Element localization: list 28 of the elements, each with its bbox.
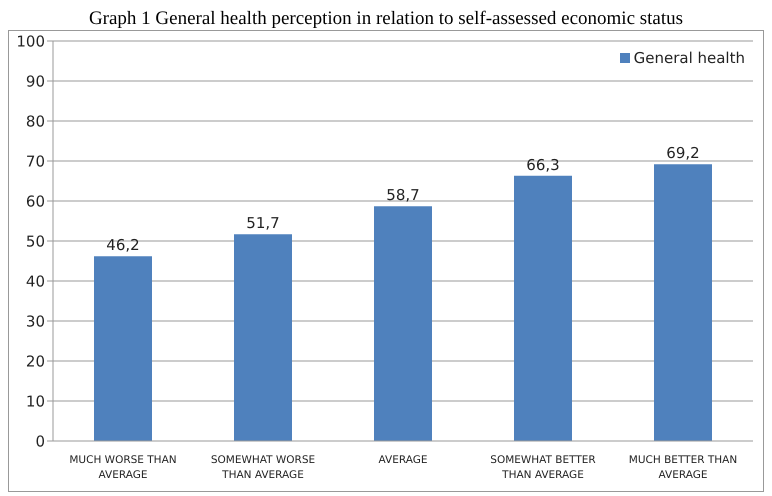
x-tick-label: SOMEWHAT WORSE THAN AVERAGE [210,454,316,481]
x-tick-label: MUCH WORSE THAN AVERAGE [69,454,177,481]
y-tick-label: 40 [26,272,45,290]
x-tick-label: SOMEWHAT BETTER THAN AVERAGE [490,454,596,481]
y-tick-label: 90 [26,72,45,90]
data-label: 51,7 [246,214,280,232]
bar [514,176,572,441]
data-label: 69,2 [666,144,700,162]
chart-title: Graph 1 General health perception in relation to self-assessed economic status [88,8,684,30]
y-tick-label: 100 [16,32,45,50]
y-tick-label: 30 [26,312,45,330]
bar [234,234,292,441]
y-tick-label: 80 [26,112,45,130]
legend-label: General health [634,49,745,67]
y-tick-label: 0 [35,432,45,450]
y-tick-label: 70 [26,152,45,170]
y-tick-label: 20 [26,352,45,370]
y-tick-label: 50 [26,232,45,250]
x-tick-label: AVERAGE [378,454,428,466]
bar [654,164,712,441]
data-label: 58,7 [386,186,420,204]
x-tick-label: MUCH BETTER THAN AVERAGE [628,454,738,481]
data-label: 66,3 [526,156,560,174]
bar [94,256,152,441]
bar [374,206,432,441]
data-label: 46,2 [106,236,140,254]
y-tick-label: 60 [26,192,45,210]
y-tick-label: 10 [26,392,45,410]
